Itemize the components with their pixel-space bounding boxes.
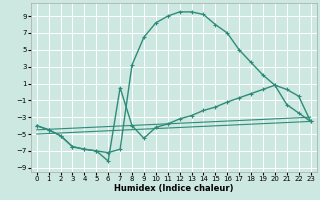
X-axis label: Humidex (Indice chaleur): Humidex (Indice chaleur) bbox=[114, 184, 233, 193]
